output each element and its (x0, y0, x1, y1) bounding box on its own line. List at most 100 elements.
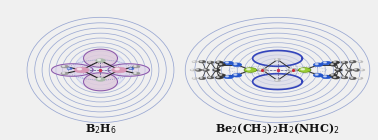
Circle shape (112, 67, 127, 73)
Circle shape (313, 63, 323, 66)
Circle shape (193, 61, 195, 62)
Polygon shape (51, 64, 93, 76)
Circle shape (276, 59, 277, 60)
Circle shape (301, 68, 305, 70)
Circle shape (324, 62, 326, 63)
Circle shape (298, 68, 311, 72)
Circle shape (349, 60, 356, 63)
Circle shape (220, 64, 222, 65)
Circle shape (215, 76, 223, 79)
Circle shape (224, 61, 234, 65)
Circle shape (330, 74, 337, 77)
Circle shape (315, 74, 318, 75)
Circle shape (274, 79, 280, 81)
Circle shape (220, 74, 222, 75)
Circle shape (203, 69, 209, 71)
Circle shape (351, 61, 353, 62)
Circle shape (74, 67, 89, 73)
Circle shape (345, 69, 352, 71)
Circle shape (224, 75, 234, 79)
Circle shape (204, 69, 206, 70)
Circle shape (232, 63, 242, 66)
Circle shape (331, 74, 333, 75)
Circle shape (133, 72, 140, 75)
Circle shape (68, 68, 70, 69)
Circle shape (192, 61, 197, 63)
Circle shape (260, 69, 262, 70)
Circle shape (330, 63, 337, 66)
Ellipse shape (75, 49, 126, 91)
Circle shape (359, 69, 365, 71)
Circle shape (347, 69, 349, 70)
Circle shape (257, 68, 267, 72)
Circle shape (288, 68, 297, 72)
Polygon shape (84, 49, 118, 67)
Circle shape (214, 69, 217, 70)
Circle shape (213, 69, 220, 71)
Circle shape (313, 74, 323, 77)
Circle shape (215, 61, 223, 64)
Circle shape (274, 59, 280, 61)
Circle shape (358, 61, 363, 63)
Circle shape (115, 68, 119, 70)
Circle shape (336, 69, 338, 70)
Circle shape (226, 62, 228, 63)
Circle shape (342, 77, 344, 78)
Circle shape (247, 68, 250, 70)
Circle shape (334, 77, 336, 78)
Circle shape (290, 69, 293, 70)
Circle shape (77, 68, 82, 70)
Circle shape (322, 75, 332, 79)
Circle shape (332, 76, 340, 79)
Circle shape (226, 76, 228, 77)
Circle shape (217, 77, 219, 78)
Circle shape (61, 72, 68, 75)
Circle shape (217, 61, 219, 62)
Circle shape (96, 78, 105, 81)
Circle shape (341, 61, 348, 64)
Polygon shape (84, 73, 118, 91)
Circle shape (361, 69, 362, 70)
Circle shape (96, 59, 105, 62)
Circle shape (200, 61, 202, 62)
Text: Be$_2$(CH$_3$)$_2$H$_2$(NHC)$_2$: Be$_2$(CH$_3$)$_2$H$_2$(NHC)$_2$ (215, 122, 340, 136)
Circle shape (234, 64, 237, 65)
Circle shape (130, 68, 131, 69)
Circle shape (324, 76, 326, 77)
Circle shape (353, 69, 360, 71)
Circle shape (218, 63, 226, 66)
Circle shape (355, 69, 356, 70)
Circle shape (209, 77, 211, 78)
Circle shape (331, 64, 333, 65)
Circle shape (207, 61, 214, 64)
Circle shape (129, 68, 134, 70)
Circle shape (234, 74, 237, 75)
Circle shape (341, 76, 348, 79)
Circle shape (98, 78, 101, 79)
Circle shape (67, 68, 72, 70)
Polygon shape (253, 51, 302, 66)
Circle shape (335, 69, 342, 71)
Circle shape (334, 61, 336, 62)
Circle shape (199, 60, 206, 63)
Circle shape (315, 64, 318, 65)
Polygon shape (108, 64, 149, 76)
Circle shape (195, 69, 202, 71)
Circle shape (232, 74, 242, 77)
Circle shape (349, 77, 356, 80)
Circle shape (358, 77, 363, 79)
Circle shape (244, 68, 257, 72)
Text: B$_2$H$_6$: B$_2$H$_6$ (85, 122, 116, 136)
Circle shape (199, 77, 206, 80)
Circle shape (61, 65, 68, 68)
Polygon shape (253, 74, 302, 89)
Circle shape (191, 69, 193, 70)
Circle shape (197, 69, 198, 70)
Circle shape (133, 65, 140, 68)
Circle shape (207, 76, 214, 79)
Circle shape (192, 77, 197, 79)
Circle shape (359, 61, 360, 62)
Circle shape (218, 74, 226, 77)
Circle shape (322, 61, 332, 65)
Circle shape (332, 61, 340, 64)
